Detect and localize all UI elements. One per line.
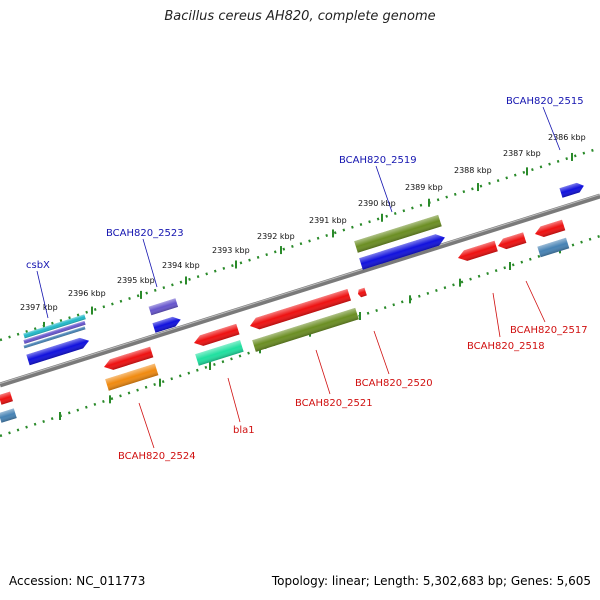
kbp-tick-label: 2391 kbp <box>309 216 347 225</box>
gene-bla1-red-shading <box>194 323 240 346</box>
gene-BCAH820_2516-b[interactable] <box>537 237 570 258</box>
gene-features <box>0 181 585 423</box>
gene-left-gray-edge-shading <box>0 408 17 423</box>
kbp-tick-label: 2392 kbp <box>257 232 295 241</box>
genome-backbone <box>0 193 600 388</box>
gene-BCAH820_2524-shading <box>104 346 154 370</box>
gene-csbX-stack-3[interactable] <box>23 326 86 349</box>
label-BCAH820_2517: BCAH820_2517 <box>510 325 588 336</box>
gene-BCAH820_2516-shading <box>535 219 566 237</box>
leader-2518 <box>492 292 501 338</box>
label-BCAH820_2524: BCAH820_2524 <box>118 451 196 462</box>
gene-BCAH820_2519-olive[interactable] <box>354 214 442 253</box>
gene-csbX-stack-3-shading <box>23 326 86 349</box>
gene-csbX[interactable] <box>26 336 90 366</box>
gene-BCAH820_2518-shading <box>458 240 498 261</box>
gene-BCAH820_2519-blue[interactable] <box>359 232 447 270</box>
leader-bla1 <box>227 377 241 423</box>
gene-BCAH820_2515[interactable] <box>559 181 585 198</box>
gene-bla1[interactable] <box>195 340 244 366</box>
gene-BCAH820_2521-shading <box>252 307 359 352</box>
leader-2523 <box>142 238 158 288</box>
label-BCAH820_2519: BCAH820_2519 <box>339 155 417 166</box>
kbp-tick-label: 2388 kbp <box>454 166 492 175</box>
label-BCAH820_2515: BCAH820_2515 <box>506 96 584 107</box>
kbp-ticks: 2397 kbp 2396 kbp 2395 kbp 2394 kbp 2393 kbp… <box>20 133 586 420</box>
kbp-tick-label: 2395 kbp <box>117 276 155 285</box>
label-csbX: csbX <box>26 260 50 271</box>
gene-bla1-shading <box>195 340 244 366</box>
gene-left-red-edge-shading <box>0 391 13 405</box>
gene-csbX-stack-2-shading <box>23 320 86 344</box>
gene-BCAH820_2518[interactable] <box>456 240 498 264</box>
gene-BCAH820_2516[interactable] <box>533 219 566 240</box>
gene-BCAH820_2523-a[interactable] <box>148 298 179 316</box>
gene-BCAH820_2521-red-shading <box>250 289 351 330</box>
gene-BCAH820_2517-shading <box>498 232 527 250</box>
gene-csbX-stack-1-shading <box>23 314 86 339</box>
label-leaders <box>36 106 561 449</box>
label-BCAH820_2521: BCAH820_2521 <box>295 398 373 409</box>
gene-csbX-shading <box>26 337 90 366</box>
leader-2515 <box>542 106 561 151</box>
kbp-tick-label: 2390 kbp <box>358 199 396 208</box>
gene-BCAH820_2520-tip-shading <box>358 287 367 298</box>
gene-BCAH820_2521-red[interactable] <box>248 289 351 332</box>
gene-BCAH820_2519-blue-shading <box>359 234 445 270</box>
leader-csbX <box>36 270 49 319</box>
accession-text: Accession: NC_011773 <box>9 574 146 588</box>
gene-BCAH820_2523-b-shading <box>152 316 181 333</box>
gene-csbX-stack-1[interactable] <box>23 314 86 339</box>
gene-BCAH820_2524-orange-shading <box>105 363 159 391</box>
gene-BCAH820_2515-shading <box>559 182 584 198</box>
gene-BCAH820_2517[interactable] <box>496 232 527 251</box>
leader-2524 <box>138 402 155 449</box>
gene-left-gray-edge[interactable] <box>0 408 17 423</box>
genome-title: Bacillus cereus AH820, complete genome <box>164 9 436 24</box>
gene-left-red-edge[interactable] <box>0 391 13 405</box>
label-BCAH820_2523: BCAH820_2523 <box>106 228 184 239</box>
kbp-tick-label: 2393 kbp <box>212 246 250 255</box>
gene-BCAH820_2516-b-shading <box>537 237 570 258</box>
kbp-tick-label: 2387 kbp <box>503 149 541 158</box>
kbp-tick-label: 2396 kbp <box>68 289 106 298</box>
gene-bla1-red[interactable] <box>192 323 240 348</box>
leader-2520 <box>373 330 390 375</box>
gene-csbX-stack-2[interactable] <box>23 320 86 344</box>
kbp-tick-label: 2386 kbp <box>548 133 586 142</box>
gene-BCAH820_2524-orange[interactable] <box>105 363 159 391</box>
leader-2517 <box>525 280 546 323</box>
kbp-tick-label: 2397 kbp <box>20 303 58 312</box>
leader-2521 <box>315 349 331 395</box>
genome-backbone-highlight <box>0 194 600 384</box>
label-BCAH820_2520: BCAH820_2520 <box>355 378 433 389</box>
gene-BCAH820_2520-tip[interactable] <box>357 287 367 298</box>
label-BCAH820_2518: BCAH820_2518 <box>467 341 545 352</box>
gene-BCAH820_2519-olive-shading <box>354 214 442 253</box>
gene-BCAH820_2523-a-shading <box>148 298 179 316</box>
genome-summary-text: Topology: linear; Length: 5,302,683 bp; … <box>271 574 591 588</box>
gene-BCAH820_2523-b[interactable] <box>152 315 182 333</box>
label-bla1: bla1 <box>233 425 255 436</box>
gene-BCAH820_2524[interactable] <box>102 346 154 373</box>
leader-2519 <box>375 165 393 213</box>
kbp-tick-label: 2389 kbp <box>405 183 443 192</box>
gene-BCAH820_2521[interactable] <box>252 307 359 352</box>
kbp-tick-label: 2394 kbp <box>162 261 200 270</box>
